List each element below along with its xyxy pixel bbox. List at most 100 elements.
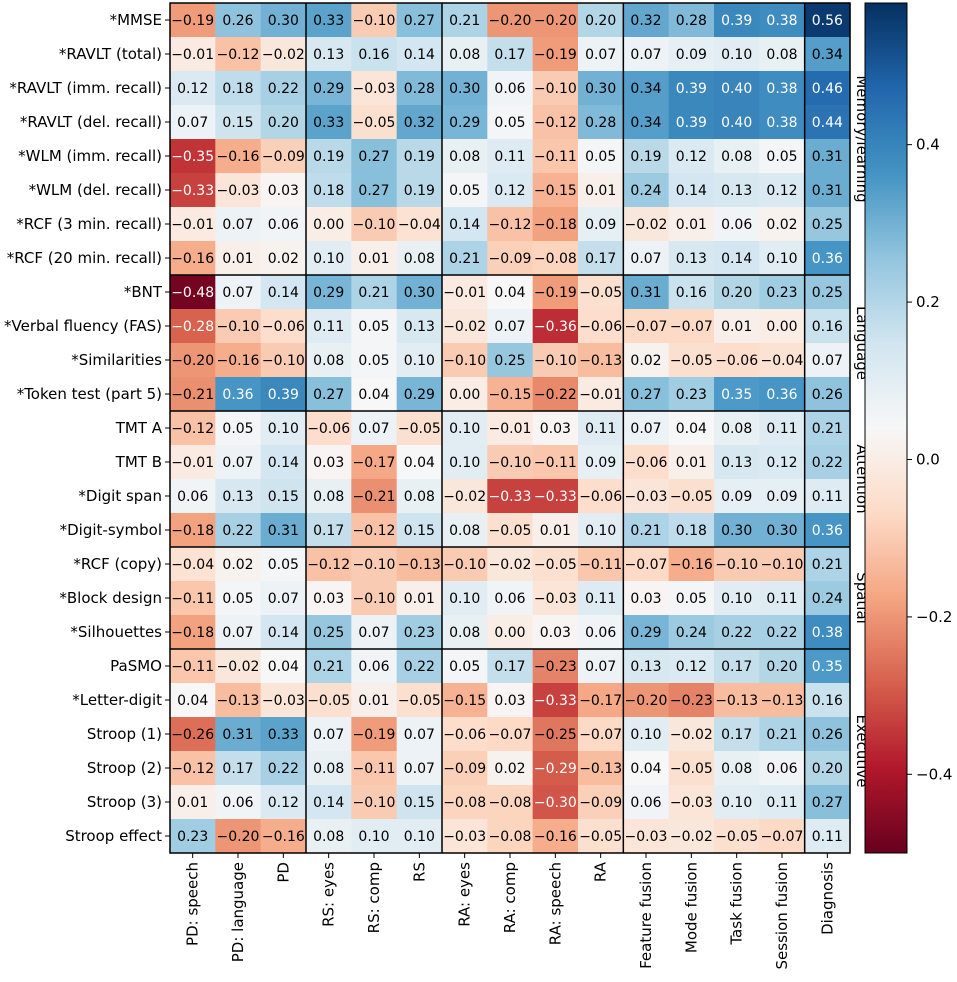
cell-value-label: 0.17 — [313, 523, 344, 539]
heatmap-cell — [351, 343, 398, 378]
cell-value-label: 0.06 — [766, 761, 797, 777]
heatmap-cell — [804, 343, 851, 378]
heatmap-cell — [260, 309, 307, 344]
cell-value-label: −0.17 — [579, 693, 622, 709]
cell-value-label: 0.19 — [404, 149, 435, 165]
heatmap-cell — [714, 241, 760, 276]
heatmap-cell — [623, 411, 670, 446]
heatmap-cell — [351, 105, 398, 140]
cell-value-label: −0.06 — [625, 455, 668, 471]
cell-value-label: 0.31 — [630, 285, 661, 301]
heatmap-cell — [532, 275, 579, 310]
cell-value-label: 0.15 — [268, 489, 299, 505]
heatmap-cell — [714, 207, 760, 242]
cell-value-label: 0.02 — [766, 217, 797, 233]
row-label: *WLM (imm. recall) — [18, 147, 162, 165]
cell-value-label: 0.56 — [812, 13, 843, 29]
heatmap-cell — [170, 37, 216, 72]
cell-value-label: 0.01 — [676, 455, 707, 471]
cell-value-label: −0.02 — [489, 557, 532, 573]
cell-value-label: −0.03 — [443, 829, 486, 845]
row-label: *RCF (copy) — [73, 555, 162, 573]
heatmap-cell — [578, 343, 624, 378]
heatmap-cell — [623, 785, 670, 820]
cell-value-label: 0.18 — [676, 523, 707, 539]
cell-value-label: −0.10 — [353, 217, 396, 233]
cell-value-label: −0.01 — [443, 285, 486, 301]
cell-value-label: −0.12 — [171, 761, 214, 777]
heatmap-cell — [532, 785, 579, 820]
heatmap-cell — [351, 275, 398, 310]
cell-value-label: 0.04 — [268, 659, 299, 675]
cell-value-label: 0.07 — [222, 455, 253, 471]
heatmap-cell — [804, 3, 851, 38]
cell-value-label: −0.12 — [307, 557, 350, 573]
heatmap-cells — [170, 3, 851, 854]
heatmap-cell — [170, 275, 216, 310]
heatmap-cell — [351, 241, 398, 276]
heatmap-cell — [804, 241, 851, 276]
heatmap-cell — [260, 683, 307, 718]
heatmap-cell — [668, 343, 715, 378]
cell-value-label: 0.22 — [721, 625, 752, 641]
cell-value-label: 0.08 — [721, 421, 752, 437]
heatmap-cell — [442, 683, 488, 718]
cell-value-label: −0.26 — [171, 727, 214, 743]
cell-value-label: 0.13 — [404, 319, 435, 335]
cell-value-label: −0.12 — [489, 217, 532, 233]
heatmap-cell — [260, 275, 307, 310]
heatmap-cell — [351, 649, 398, 684]
heatmap-cell — [306, 547, 352, 582]
cell-value-label: −0.04 — [171, 557, 214, 573]
heatmap-cell — [260, 479, 307, 514]
cell-value-label: 0.34 — [630, 115, 661, 131]
row-label: TMT B — [115, 453, 162, 471]
cell-value-label: −0.11 — [579, 557, 622, 573]
cell-value-label: −0.16 — [171, 251, 214, 267]
cell-value-label: −0.06 — [307, 421, 350, 437]
row-label: *RAVLT (del. recall) — [20, 113, 162, 131]
heatmap-cell — [532, 309, 579, 344]
heatmap-cell — [714, 819, 760, 854]
cell-value-label: 0.12 — [766, 183, 797, 199]
heatmap-cell — [170, 819, 216, 854]
heatmap-cell — [578, 105, 624, 140]
cell-value-label: 0.24 — [812, 591, 843, 607]
heatmap-cell — [668, 513, 715, 548]
heatmap-cell — [532, 3, 579, 38]
heatmap-cell — [714, 309, 760, 344]
cell-value-label: 0.12 — [676, 659, 707, 675]
cell-value-label: 0.03 — [313, 455, 344, 471]
cell-value-label: 0.04 — [676, 421, 707, 437]
heatmap-cell — [759, 717, 806, 752]
heatmap-cell — [260, 411, 307, 446]
heatmap-cell — [396, 683, 443, 718]
cell-value-label: 0.13 — [721, 183, 752, 199]
cell-value-label: 0.03 — [313, 591, 344, 607]
heatmap-cell — [170, 343, 216, 378]
cell-value-label: 0.29 — [313, 81, 344, 97]
heatmap-cell — [487, 819, 534, 854]
cell-value-label: 0.17 — [494, 659, 525, 675]
cell-value-label: 0.20 — [721, 285, 752, 301]
heatmap-cell — [578, 139, 624, 174]
heatmap-cell — [668, 105, 715, 140]
heatmap-cell — [714, 445, 760, 480]
heatmap-cell — [759, 173, 806, 208]
heatmap-cell — [487, 37, 534, 72]
heatmap-cell — [487, 173, 534, 208]
cell-value-label: 0.06 — [585, 625, 616, 641]
cell-value-label: −0.28 — [171, 319, 214, 335]
heatmap-cell — [487, 411, 534, 446]
heatmap-cell — [306, 71, 352, 106]
cell-value-label: 0.14 — [268, 625, 299, 641]
cell-value-label: 0.00 — [494, 625, 525, 641]
heatmap-cell — [215, 479, 262, 514]
cell-value-label: 0.25 — [812, 285, 843, 301]
cell-value-label: −0.23 — [534, 659, 577, 675]
heatmap-cell — [532, 717, 579, 752]
heatmap-cell — [623, 207, 670, 242]
heatmap-cell — [668, 445, 715, 480]
cell-value-label: 0.10 — [766, 251, 797, 267]
cell-value-label: −0.05 — [398, 693, 441, 709]
